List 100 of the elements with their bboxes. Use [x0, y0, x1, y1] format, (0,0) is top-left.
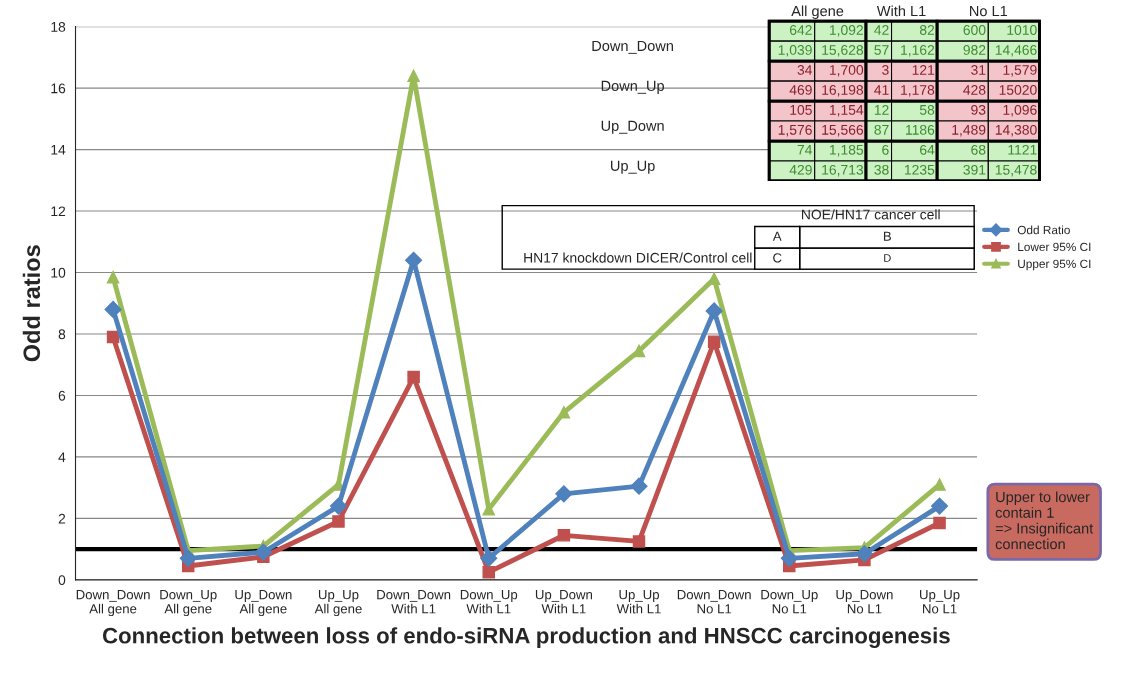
y-tick-label: 10: [51, 267, 66, 278]
text: 1,700: [829, 65, 864, 77]
text: 16,713: [822, 164, 864, 177]
y-tick-label: 14: [51, 145, 66, 155]
point: [480, 549, 498, 567]
x-tick-label: Up_Up All gene: [314, 590, 362, 617]
x-tick-label: Up_Up With L1: [616, 590, 661, 614]
text: 38: [874, 164, 889, 175]
point: [104, 300, 122, 318]
point: [933, 516, 946, 530]
x-tick-label: Down_Up No L1: [761, 590, 818, 614]
point: [254, 543, 272, 561]
point: [557, 406, 571, 419]
text: 15,628: [822, 45, 864, 57]
text: 31: [971, 65, 986, 75]
annotation: HN17 knockdown DICER/Control cell: [524, 252, 752, 263]
point: [555, 485, 573, 503]
text: 87: [874, 124, 889, 135]
text: 3: [882, 65, 889, 75]
text: 600: [963, 25, 986, 35]
category-label: No L1: [970, 6, 1008, 17]
point: [407, 370, 420, 384]
x-tick-label: Down_Down All gene: [76, 590, 150, 617]
text: 469: [789, 84, 812, 95]
text: 1121: [1008, 144, 1037, 155]
text: 1,185: [829, 144, 864, 157]
text: 12: [874, 104, 889, 115]
category-label: Up_Down: [601, 120, 664, 134]
text: 1,096: [1003, 104, 1037, 117]
text: 1,154: [829, 105, 864, 117]
text: 15,478: [995, 164, 1037, 177]
x-tick-label: Down_Down No L1: [677, 590, 751, 614]
legend-label: Lower 95% CI: [1018, 242, 1091, 252]
text: 68: [971, 144, 986, 155]
annotation: C: [773, 253, 782, 263]
text: 1,576: [778, 124, 812, 137]
point: [707, 335, 721, 348]
text: 14,466: [995, 45, 1037, 57]
text: 105: [790, 104, 812, 115]
legend-label: Odd Ratio: [1017, 225, 1070, 235]
x-axis-title: Connection between loss of endo-siRNA production and HNSCC carcinogenesis: [102, 627, 950, 649]
category-label: Down_Down: [592, 40, 673, 54]
y-tick-label: 6: [58, 390, 66, 401]
text: 41: [874, 85, 889, 95]
legend-label: Upper 95% CI: [1018, 259, 1091, 271]
y-tick-label: 0: [58, 575, 66, 586]
text: 42: [874, 25, 889, 35]
y-tick-label: 4: [58, 452, 66, 462]
text: 57: [874, 45, 889, 55]
text: 1,039: [778, 45, 812, 57]
text: 82: [919, 25, 935, 35]
x-tick-label: Up_Down With L1: [535, 590, 592, 614]
y-axis-title: Odd ratios: [22, 245, 41, 362]
category-label: With L1: [876, 5, 926, 17]
x-tick-label: Down_Up All gene: [160, 590, 217, 617]
text: 15020: [999, 84, 1037, 95]
text: 1,489: [952, 124, 986, 137]
annotation: NOE/HN17 cancer cell: [802, 209, 940, 220]
annotation: B: [883, 231, 891, 241]
x-tick-label: Up_Up No L1: [920, 590, 960, 614]
y-tick-label: 16: [51, 83, 66, 94]
annotation: A: [772, 231, 782, 241]
x-tick-label: Down_Down With L1: [377, 590, 451, 614]
category-label: Up_Up: [611, 160, 655, 174]
text: 64: [920, 144, 935, 155]
text: 1010: [1007, 25, 1037, 35]
category-label: Down_Up: [601, 80, 664, 94]
text: 1186: [905, 124, 935, 135]
point: [630, 477, 648, 495]
text: 1,579: [1003, 65, 1037, 77]
point: [930, 497, 949, 515]
text: 58: [919, 104, 935, 115]
text: 6: [882, 144, 889, 155]
text: 429: [789, 164, 812, 175]
text: 1,092: [829, 25, 863, 37]
text: 34: [797, 65, 813, 75]
y-tick-label: 12: [51, 206, 66, 217]
text: 1,178: [901, 84, 935, 97]
point: [632, 344, 646, 358]
point: [557, 529, 571, 542]
point: [780, 549, 798, 567]
x-tick-label: Up_Down All gene: [235, 590, 292, 617]
text: 93: [971, 104, 986, 115]
point: [855, 545, 873, 563]
point: [482, 565, 495, 579]
text: 1235: [904, 164, 935, 175]
text: 642: [789, 25, 812, 35]
text: 16,198: [822, 84, 864, 97]
point: [332, 515, 345, 528]
point: [179, 549, 197, 567]
point: [407, 69, 420, 83]
annotation: D: [884, 254, 891, 262]
point: [705, 302, 723, 320]
point: [106, 270, 120, 284]
text: 14,380: [995, 124, 1037, 137]
y-tick-label: 2: [58, 513, 66, 524]
point: [329, 497, 348, 515]
text: 391: [963, 164, 986, 175]
text: 428: [963, 84, 986, 95]
category-label: All gene: [791, 5, 844, 20]
